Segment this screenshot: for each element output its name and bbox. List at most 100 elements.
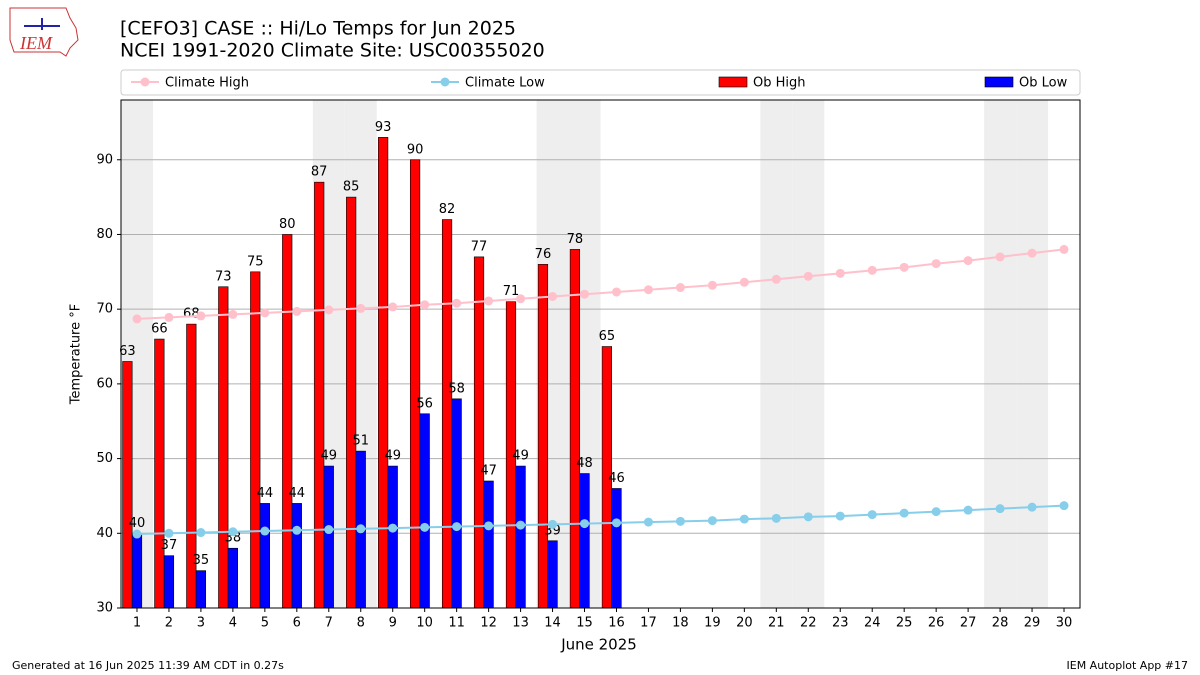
x-tick-label: 25 bbox=[896, 616, 913, 631]
legend-box bbox=[120, 69, 1081, 96]
legend-label: Climate Low bbox=[465, 76, 545, 91]
bar-value-label: 87 bbox=[311, 165, 328, 180]
bar-value-label: 75 bbox=[247, 254, 264, 269]
bar-value-label: 49 bbox=[512, 449, 529, 464]
line-marker bbox=[292, 306, 302, 316]
bar-value-label: 65 bbox=[599, 329, 616, 344]
x-tick-label: 6 bbox=[293, 616, 301, 631]
bar bbox=[122, 361, 133, 609]
bar-value-label: 49 bbox=[321, 449, 338, 464]
line-marker bbox=[132, 529, 142, 539]
bar-value-label: 80 bbox=[279, 217, 296, 232]
line-marker bbox=[484, 296, 494, 306]
bar bbox=[569, 249, 581, 609]
line-marker bbox=[963, 505, 973, 515]
footer-right: IEM Autoplot App #17 bbox=[1067, 659, 1189, 672]
bar-value-label: 85 bbox=[343, 180, 360, 195]
legend-marker bbox=[140, 77, 150, 87]
logo-text: IEM bbox=[19, 33, 53, 53]
line-marker bbox=[420, 522, 430, 532]
line-marker bbox=[707, 280, 717, 290]
bar-value-label: 63 bbox=[119, 344, 136, 359]
bar bbox=[378, 137, 389, 609]
bar bbox=[131, 532, 143, 609]
x-tick-label: 11 bbox=[448, 616, 465, 631]
bar-value-label: 37 bbox=[161, 538, 178, 553]
bar-value-label: 39 bbox=[544, 523, 561, 538]
x-tick-label: 29 bbox=[1024, 616, 1041, 631]
bar bbox=[314, 181, 325, 609]
bar-value-label: 93 bbox=[375, 120, 392, 135]
bar-value-label: 44 bbox=[257, 486, 274, 501]
line-marker bbox=[260, 308, 270, 318]
bar-value-label: 77 bbox=[471, 239, 488, 254]
line-marker bbox=[1059, 501, 1069, 511]
bar bbox=[259, 503, 270, 609]
line-marker bbox=[611, 287, 621, 297]
line-marker bbox=[995, 504, 1005, 514]
line-marker bbox=[516, 294, 526, 304]
x-tick-label: 12 bbox=[480, 616, 497, 631]
line-marker bbox=[675, 516, 685, 526]
legend-swatch bbox=[984, 76, 1014, 88]
weekend-shade bbox=[1016, 100, 1049, 608]
bar bbox=[611, 488, 622, 609]
legend-label: Climate High bbox=[165, 76, 249, 91]
line-marker bbox=[1027, 248, 1037, 258]
line-marker bbox=[675, 283, 685, 293]
y-tick-label: 70 bbox=[96, 302, 113, 317]
bar bbox=[547, 540, 558, 609]
x-tick-label: 4 bbox=[229, 616, 237, 631]
bar bbox=[579, 473, 590, 609]
x-tick-label: 15 bbox=[576, 616, 593, 631]
x-tick-label: 20 bbox=[736, 616, 753, 631]
x-tick-label: 8 bbox=[357, 616, 365, 631]
x-tick-label: 21 bbox=[768, 616, 785, 631]
line bbox=[136, 248, 1065, 320]
line-marker bbox=[739, 514, 749, 524]
line-marker bbox=[196, 311, 206, 321]
bar-value-label: 51 bbox=[352, 434, 369, 449]
y-tick-label: 50 bbox=[96, 451, 113, 466]
line-marker bbox=[707, 516, 717, 526]
x-tick-label: 24 bbox=[864, 616, 881, 631]
bar-value-label: 68 bbox=[183, 307, 200, 322]
bar-value-label: 35 bbox=[193, 553, 210, 568]
line-marker bbox=[516, 520, 526, 530]
legend-marker bbox=[440, 77, 450, 87]
line-marker bbox=[164, 312, 174, 322]
line-marker bbox=[931, 259, 941, 269]
bar-value-label: 76 bbox=[535, 247, 552, 262]
y-axis-label: Temperature °F bbox=[69, 304, 84, 405]
bar bbox=[515, 465, 526, 609]
x-tick-label: 23 bbox=[832, 616, 849, 631]
y-tick-label: 90 bbox=[96, 152, 113, 167]
x-tick-label: 17 bbox=[640, 616, 657, 631]
line-marker bbox=[771, 274, 781, 284]
x-tick-label: 27 bbox=[960, 616, 977, 631]
line-marker bbox=[420, 300, 430, 310]
legend-label: Ob High bbox=[753, 76, 806, 91]
line-marker bbox=[931, 507, 941, 517]
x-tick-label: 22 bbox=[800, 616, 817, 631]
line-marker bbox=[739, 277, 749, 287]
line-marker bbox=[388, 523, 398, 533]
bar bbox=[473, 256, 485, 609]
bar bbox=[419, 413, 430, 609]
bar-value-label: 49 bbox=[384, 449, 401, 464]
line-marker bbox=[292, 525, 302, 535]
weekend-shade bbox=[792, 100, 825, 608]
weekend-shade bbox=[760, 100, 793, 608]
logo: IEM bbox=[9, 7, 79, 57]
bar bbox=[154, 338, 165, 609]
x-tick-label: 9 bbox=[389, 616, 397, 631]
bar-value-label: 78 bbox=[567, 232, 584, 247]
bar bbox=[218, 286, 229, 609]
line-marker bbox=[228, 527, 238, 537]
line-marker bbox=[580, 289, 590, 299]
line-marker bbox=[803, 512, 813, 522]
x-axis-label: June 2025 bbox=[560, 636, 637, 654]
bar bbox=[163, 555, 175, 609]
x-tick-label: 19 bbox=[704, 616, 721, 631]
